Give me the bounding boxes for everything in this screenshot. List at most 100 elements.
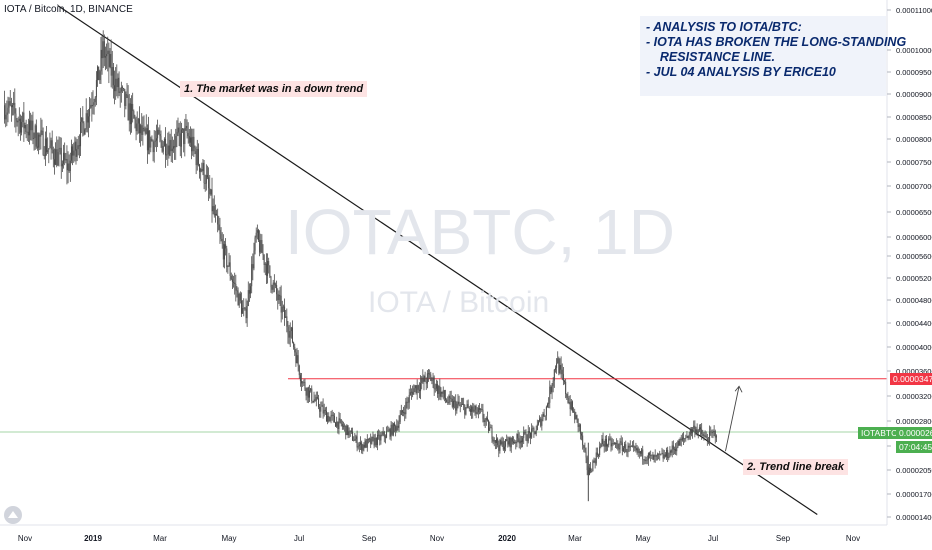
candle	[464, 404, 466, 419]
candle	[220, 227, 222, 242]
candle	[254, 235, 256, 255]
candle	[452, 396, 454, 410]
candle	[645, 456, 647, 465]
candle	[167, 132, 169, 166]
candle	[216, 209, 218, 216]
candle	[664, 452, 666, 458]
candle	[331, 409, 333, 421]
candle	[285, 310, 287, 318]
candle	[356, 430, 358, 452]
candle	[50, 137, 52, 160]
candle	[619, 438, 621, 454]
candle	[607, 443, 609, 451]
candle	[588, 463, 590, 476]
candle	[493, 437, 495, 447]
candle	[502, 437, 504, 451]
current-price-tag: 0.00002616	[896, 427, 932, 439]
candle	[208, 167, 210, 201]
candle	[335, 421, 337, 427]
candle	[256, 224, 258, 240]
resistance-price-tag: 0.00003470	[890, 373, 932, 385]
candle	[638, 448, 640, 459]
candle	[492, 436, 494, 445]
candle	[689, 427, 691, 440]
candle	[194, 145, 196, 155]
candle	[201, 162, 203, 173]
candle	[263, 254, 265, 273]
price-tick-label: 0.00007000	[896, 182, 932, 191]
time-tick-label: May	[635, 534, 650, 543]
candle	[261, 234, 263, 254]
candle	[179, 121, 181, 157]
projection-arrow	[725, 385, 743, 452]
candle	[161, 139, 163, 153]
candle	[515, 440, 517, 450]
candle	[409, 384, 411, 396]
candle	[127, 85, 129, 121]
candle	[471, 405, 473, 419]
candle	[535, 425, 537, 437]
candle	[533, 426, 535, 438]
candle	[66, 145, 68, 185]
candle	[24, 122, 26, 135]
candle	[432, 372, 434, 388]
candle	[352, 427, 354, 442]
candle	[457, 394, 459, 409]
candle	[397, 420, 399, 431]
candle	[608, 436, 610, 448]
candle	[496, 434, 498, 449]
candle	[90, 98, 92, 109]
candle	[401, 409, 403, 417]
candle	[117, 73, 119, 99]
candle	[65, 153, 67, 164]
candle	[565, 378, 567, 399]
candle	[423, 374, 425, 391]
candle	[582, 432, 584, 450]
candle	[635, 442, 637, 453]
chart-title: IOTA / Bitcoin, 1D, BINANCE	[4, 4, 133, 15]
candle	[159, 124, 161, 143]
candle	[583, 444, 585, 453]
candle	[314, 394, 316, 402]
candle	[696, 423, 698, 437]
candle	[235, 274, 237, 302]
price-axis[interactable]: 0.00011000 0.00010000 0.00009500 0.00009000…	[887, 6, 932, 522]
candle	[395, 424, 397, 437]
candle	[710, 426, 712, 436]
candle	[6, 100, 8, 127]
candle	[313, 391, 315, 404]
candle	[468, 406, 470, 412]
candle	[688, 431, 690, 440]
time-axis[interactable]: Nov 2019 Mar May Jul Sep Nov 2020 Mar May Jul Sep No…	[18, 534, 860, 543]
candle	[358, 441, 360, 453]
candle	[219, 217, 221, 244]
candle	[316, 391, 318, 400]
candle	[667, 446, 669, 463]
candle	[404, 405, 406, 422]
candle	[290, 326, 292, 339]
candle	[104, 46, 106, 71]
candle	[601, 434, 603, 448]
candle	[420, 375, 422, 400]
candle	[595, 447, 597, 466]
candle	[128, 93, 130, 132]
candle	[646, 455, 648, 465]
candle	[57, 139, 59, 166]
candle	[627, 442, 629, 458]
tradingview-logo-icon[interactable]	[4, 506, 22, 524]
candle	[91, 92, 93, 122]
candle	[372, 431, 374, 442]
candle	[523, 426, 525, 445]
candle	[318, 394, 320, 410]
candle	[561, 363, 563, 381]
candle	[663, 449, 665, 460]
candle	[568, 395, 570, 405]
candle	[355, 434, 357, 443]
candle	[186, 119, 188, 139]
candle	[21, 115, 23, 136]
candle	[118, 71, 120, 97]
candle	[433, 375, 435, 396]
candle	[271, 284, 273, 294]
candle	[172, 139, 174, 153]
